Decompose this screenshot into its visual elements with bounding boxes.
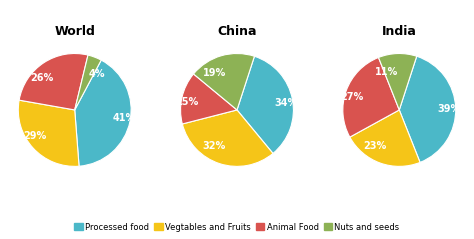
Text: 27%: 27% [340, 92, 363, 102]
Text: 15%: 15% [176, 97, 200, 107]
Wedge shape [75, 60, 131, 166]
Text: 39%: 39% [438, 104, 461, 114]
Wedge shape [182, 110, 273, 166]
Wedge shape [379, 54, 417, 110]
Wedge shape [181, 74, 237, 124]
Title: World: World [55, 25, 95, 38]
Text: 26%: 26% [30, 73, 54, 83]
Text: 4%: 4% [88, 69, 105, 79]
Text: 19%: 19% [203, 68, 226, 78]
Title: China: China [217, 25, 257, 38]
Wedge shape [18, 100, 79, 166]
Text: 32%: 32% [202, 141, 225, 152]
Wedge shape [343, 57, 399, 137]
Text: 41%: 41% [112, 113, 136, 123]
Text: 11%: 11% [375, 67, 398, 76]
Wedge shape [19, 54, 88, 110]
Text: 23%: 23% [363, 141, 386, 151]
Legend: Processed food, Vegtables and Fruits, Animal Food, Nuts and seeds: Processed food, Vegtables and Fruits, An… [71, 219, 403, 235]
Title: India: India [382, 25, 417, 38]
Wedge shape [399, 56, 456, 163]
Wedge shape [350, 110, 420, 166]
Wedge shape [237, 56, 293, 153]
Wedge shape [193, 54, 255, 110]
Text: 34%: 34% [275, 98, 298, 108]
Wedge shape [75, 55, 101, 110]
Text: 29%: 29% [23, 131, 46, 141]
